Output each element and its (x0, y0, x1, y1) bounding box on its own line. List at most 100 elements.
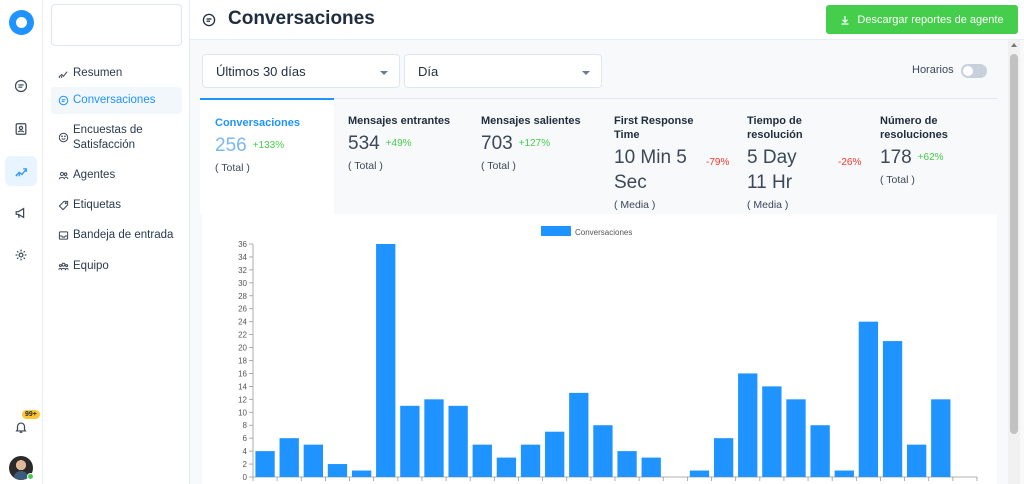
metric-value: 178 (880, 147, 912, 168)
metric-tab-first-response-time[interactable]: First Response Time 10 Min 5 Sec -79% ( M… (599, 98, 733, 214)
metric-change: +127% (518, 138, 551, 149)
metric-title: Mensajes entrantes (348, 115, 451, 127)
chart-bar (858, 321, 879, 477)
chart-bar (931, 399, 951, 477)
legend-label: Conversaciones (575, 228, 632, 237)
inbox-icon (58, 231, 69, 240)
chart-bar (907, 444, 927, 477)
sidebar-item-resumen[interactable]: Resumen (51, 60, 182, 87)
chevron-down-icon (582, 71, 590, 75)
metric-title: First Response Time (614, 115, 694, 141)
metric-aggregation: ( Media ) (747, 199, 789, 211)
sidebar-item-equipo[interactable]: Equipo (51, 253, 182, 280)
main-content: Conversaciones Descargar reportes de age… (190, 0, 1024, 484)
metric-aggregation: ( Total ) (481, 160, 516, 172)
metric-value: 534 (348, 133, 380, 154)
metric-title: Mensajes salientes (481, 115, 581, 127)
sidebar-item-label: Etiquetas (73, 199, 121, 211)
sidebar-item-etiquetas[interactable]: Etiquetas (51, 192, 182, 219)
chart-bar (424, 399, 444, 477)
scroll-up-arrow[interactable] (1011, 43, 1017, 47)
settings-icon[interactable] (5, 240, 37, 270)
metric-aggregation: ( Total ) (348, 160, 383, 172)
y-tick-label: 8 (243, 421, 248, 430)
chart-bar (617, 451, 637, 477)
business-hours-toggle[interactable] (961, 64, 987, 78)
metric-tab-mensajes-salientes[interactable]: Mensajes salientes 703 +127% ( Total ) (466, 98, 600, 214)
metric-aggregation: ( Total ) (215, 162, 250, 174)
sidebar-item-agentes[interactable]: Agentes (51, 162, 182, 189)
metric-change: +133% (252, 140, 285, 151)
chart-bar (569, 392, 589, 477)
y-tick-label: 32 (238, 266, 247, 275)
app-logo[interactable] (9, 10, 34, 35)
conversations-bar-chart: Conversaciones02468101214161820222426283… (238, 226, 978, 482)
date-range-value: Últimos 30 días (216, 64, 306, 79)
group-by-select[interactable]: Día (404, 54, 602, 88)
y-tick-label: 36 (238, 240, 247, 249)
reports-icon[interactable] (5, 156, 37, 186)
contacts-icon[interactable] (5, 114, 37, 144)
chart-bar (593, 425, 613, 477)
chart-bar (448, 405, 468, 477)
chart-bar (834, 470, 854, 477)
legend-swatch (541, 226, 571, 236)
sidebar-item-bandeja[interactable]: Bandeja de entrada (51, 222, 182, 249)
metric-value-row: 10 Min 5 Sec -79% (614, 145, 729, 195)
metric-value: 5 Day 11 Hr (747, 147, 797, 193)
chart-bar (496, 457, 517, 477)
chart-bar (520, 444, 541, 477)
download-button-label: Descargar reportes de agente (857, 13, 1004, 26)
scrollbar-thumb[interactable] (1010, 54, 1018, 434)
metric-value: 256 (215, 135, 247, 156)
metric-tab-mensajes-entrantes[interactable]: Mensajes entrantes 534 +49% ( Total ) (333, 98, 467, 214)
online-status-dot (27, 473, 34, 480)
metric-title: Conversaciones (215, 117, 300, 129)
metric-value: 10 Min 5 Sec (614, 147, 687, 193)
smile-icon (58, 132, 69, 143)
sidebar-header-box (51, 4, 182, 46)
metrics-row: Conversaciones 256 +133% ( Total ) Mensaj… (200, 98, 997, 214)
y-tick-label: 26 (238, 305, 247, 314)
campaigns-icon[interactable] (5, 198, 37, 228)
chart-panel: Conversaciones 0 2 4 6 8 10 12 14 16 18 20 22 24 26 28 3… (202, 214, 997, 484)
metric-change: +49% (385, 138, 412, 149)
metric-tab-conversaciones[interactable]: Conversaciones 256 +133% ( Total ) (200, 98, 334, 214)
metric-value-row: 5 Day 11 Hr -26% (747, 145, 861, 195)
chart-bar (400, 405, 420, 477)
y-tick-label: 2 (243, 460, 248, 469)
sidebar-item-label: Resumen (73, 67, 123, 79)
sidebar-item-encuestas[interactable]: Encuestas de Satisfacción (51, 117, 182, 159)
metric-value-row: 534 +49% (348, 131, 452, 156)
y-tick-label: 12 (238, 395, 247, 404)
chevron-down-icon (380, 71, 388, 75)
date-range-select[interactable]: Últimos 30 días (202, 54, 400, 88)
metric-change: -79% (706, 157, 730, 168)
conversations-icon[interactable] (5, 71, 37, 101)
sidebar-item-label: Bandeja de entrada (73, 229, 174, 241)
chart-bar (882, 341, 903, 477)
download-agent-reports-button[interactable]: Descargar reportes de agente (826, 5, 1018, 34)
y-tick-label: 18 (238, 357, 247, 366)
sidebar-item-conversaciones[interactable]: Conversaciones (51, 87, 182, 114)
metric-aggregation: ( Total ) (880, 174, 915, 186)
group-by-value: Día (418, 64, 439, 79)
chart-bar (713, 438, 734, 477)
page-header: Conversaciones Descargar reportes de age… (190, 0, 1024, 40)
y-tick-label: 34 (238, 253, 247, 262)
y-tick-label: 10 (238, 408, 247, 417)
chart-bar (472, 444, 492, 477)
y-tick-label: 30 (238, 279, 247, 288)
notifications-icon[interactable] (5, 412, 37, 442)
download-icon (841, 15, 849, 25)
metric-value-row: 178 +62% (880, 145, 984, 170)
y-tick-label: 4 (243, 447, 248, 456)
metric-tab-tiempo-resolucion[interactable]: Tiempo de resolución 5 Day 11 Hr -26% ( M… (732, 98, 866, 214)
page-scrollbar[interactable] (1008, 40, 1020, 484)
y-tick-label: 22 (238, 331, 247, 340)
chart-bar (351, 470, 372, 477)
y-tick-label: 28 (238, 292, 247, 301)
metric-tab-numero-resoluciones[interactable]: Número de resoluciones 178 +62% ( Total ) (865, 98, 999, 214)
sidebar-item-label: Agentes (73, 169, 116, 181)
